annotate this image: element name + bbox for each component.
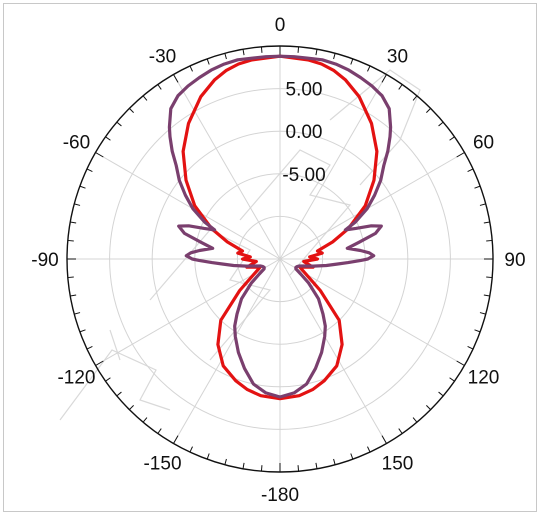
angle-tick [189,65,193,72]
angle-tick [449,136,455,141]
angle-tick [206,58,210,65]
grid-spoke [279,258,465,366]
angle-tick [105,136,111,141]
angle-tick [483,294,490,297]
angle-tick [486,239,493,242]
angle-tick [70,221,77,224]
angle-tick [116,391,122,397]
angle-tick [224,458,227,465]
angle-tick [398,84,403,90]
angle-label: 150 [382,454,414,475]
angle-tick [242,462,245,469]
angle-tick [116,121,122,127]
angle-tick [70,294,77,297]
angle-tick [173,74,179,83]
angle-tick [367,65,371,72]
angle-tick [412,95,418,101]
angle-label: 0 [275,15,286,36]
angle-tick [95,152,104,158]
angle-tick [67,276,74,279]
angle-label: -120 [57,368,95,389]
radial-label: 5.00 [286,80,323,101]
angle-tick [367,446,371,453]
angle-tick [157,428,162,434]
angle-tick [142,95,148,101]
angle-tick [456,152,465,158]
angle-tick [142,417,148,423]
angle-tick [350,58,354,65]
series-layer [167,54,393,401]
grid-spoke [279,152,465,260]
angle-label: 30 [387,46,408,67]
angle-tick [297,46,300,53]
angle-tick [242,49,245,56]
angle-tick [398,428,403,434]
angle-tick [79,185,86,189]
grid-spoke [279,74,387,260]
angle-tick [483,221,490,224]
angle-tick [74,203,81,206]
angle-label: -60 [63,133,90,154]
series-line-1 [181,54,379,401]
angle-tick [486,276,493,279]
angle-label: 120 [468,368,500,389]
angle-tick [412,417,418,423]
angle-tick [173,435,179,444]
angle-tick [438,391,444,397]
angle-tick [157,84,162,90]
angle-tick [95,360,104,366]
angle-tick [456,360,465,366]
axis-labels: 0 30 60 90 120 150 -180 -150 -120 -90 -60 -30 5.00 0.… [31,15,525,506]
angle-tick [315,462,318,469]
angle-label: -180 [261,485,299,506]
angle-tick [479,312,486,315]
angle-label: -30 [149,46,176,67]
angle-tick [260,465,263,472]
angle-label: 60 [473,133,494,154]
angle-label: -150 [143,454,181,475]
angle-tick [260,46,263,53]
grid-spoke [173,74,281,260]
angle-tick [79,329,86,333]
angle-tick [224,53,227,60]
series-line-2 [167,54,393,399]
angle-tick [67,239,74,242]
angle-tick [479,203,486,206]
angle-tick [467,168,474,172]
polar-grid [66,45,494,473]
angle-tick [297,465,300,472]
angle-tick [426,405,431,410]
grid-spoke [279,258,387,444]
angle-tick [74,312,81,315]
chart-frame [3,3,537,512]
angle-tick [129,108,134,113]
grid-spoke [95,152,281,260]
angle-tick [381,74,387,83]
grid-spoke [173,258,281,444]
angle-tick [206,453,210,460]
angle-tick [426,108,431,113]
angle-tick [86,346,93,350]
angle-tick [189,446,193,453]
angle-tick [474,329,481,333]
angle-tick [467,346,474,350]
angle-tick [474,185,481,189]
angle-tick [381,435,387,444]
angle-tick [333,458,336,465]
radial-label: 0.00 [286,122,323,143]
grid-spoke [95,258,281,366]
angle-tick [315,49,318,56]
angle-tick [438,121,444,127]
angle-tick [105,377,111,382]
angle-tick [86,168,93,172]
angle-tick [129,405,134,410]
radial-label: -5.00 [282,165,325,186]
angle-tick [350,453,354,460]
angle-label: 90 [504,250,525,271]
angle-label: -90 [31,250,58,271]
angle-tick [333,53,336,60]
angle-tick [449,377,455,382]
